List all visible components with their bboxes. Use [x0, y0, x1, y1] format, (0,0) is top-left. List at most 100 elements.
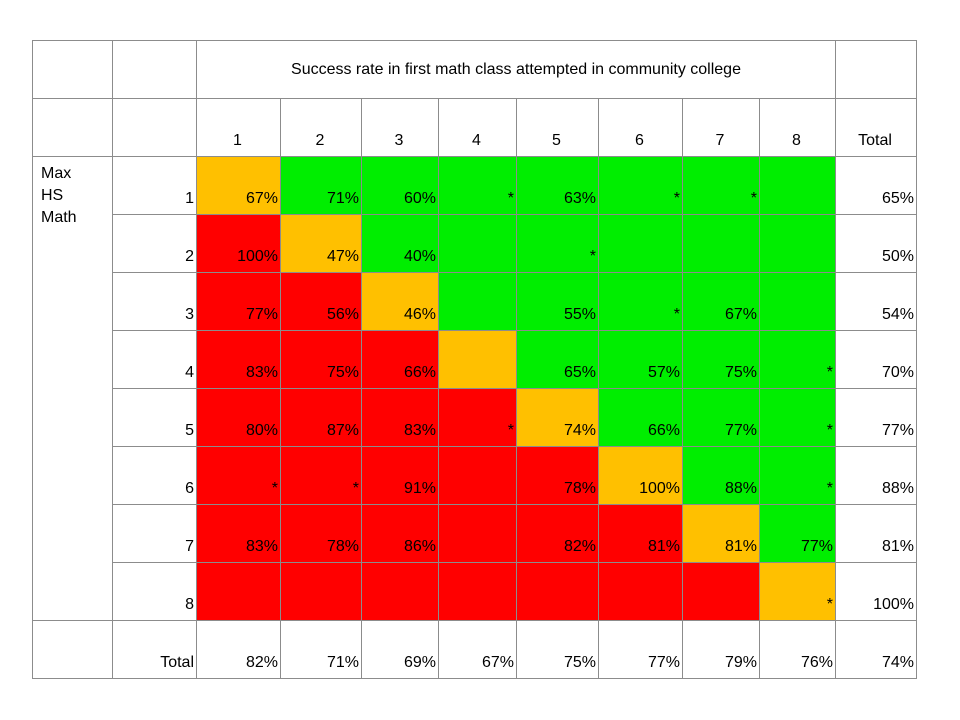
rate-cell: 77% — [196, 272, 281, 331]
rate-cell: 82% — [516, 504, 599, 563]
table-title: Success rate in first math class attempt… — [196, 40, 836, 99]
row-total-cell: 81% — [835, 504, 917, 563]
rate-cell: 100% — [196, 214, 281, 273]
rate-cell: 81% — [682, 504, 760, 563]
total-row-label: Total — [112, 620, 197, 679]
column-total-cell: 75% — [516, 620, 599, 679]
rate-cell: * — [682, 156, 760, 215]
rate-cell — [682, 214, 760, 273]
row-label: 4 — [112, 330, 197, 389]
column-total-cell: 77% — [598, 620, 683, 679]
table-row: Max HS Math 1 67% 71% 60% * 63% * * 65% — [32, 156, 917, 621]
rate-cell — [438, 504, 517, 563]
column-header: 3 — [361, 98, 439, 157]
rate-cell: * — [759, 446, 836, 505]
title-right-cell — [835, 40, 917, 99]
rate-cell — [598, 562, 683, 621]
table-row: 7 83% 78% 86% 82% 81% 81% 77% 81% — [33, 504, 917, 563]
rate-cell: 77% — [682, 388, 760, 447]
rate-cell: 66% — [361, 330, 439, 389]
rate-cell: 67% — [196, 156, 281, 215]
rate-cell: 46% — [361, 272, 439, 331]
rate-cell: * — [196, 446, 281, 505]
rate-cell — [759, 156, 836, 215]
table-row: 6 * * 91% 78% 100% 88% * 88% — [33, 446, 917, 505]
rate-cell: 67% — [682, 272, 760, 331]
total-row-blank — [32, 620, 113, 679]
rate-cell — [438, 272, 517, 331]
rate-cell: * — [516, 214, 599, 273]
row-total-cell: 100% — [835, 562, 917, 621]
rate-cell: 63% — [516, 156, 599, 215]
rate-cell: 75% — [280, 330, 362, 389]
column-header: 8 — [759, 98, 836, 157]
table-row: 8 * 100% — [33, 562, 917, 621]
column-header: 4 — [438, 98, 517, 157]
column-total-cell: 69% — [361, 620, 439, 679]
rate-cell — [516, 562, 599, 621]
rate-cell — [759, 214, 836, 273]
column-header: 2 — [280, 98, 362, 157]
rate-cell: 66% — [598, 388, 683, 447]
rate-cell — [438, 446, 517, 505]
rate-cell — [280, 562, 362, 621]
success-rate-table: Success rate in first math class attempt… — [32, 40, 917, 679]
rate-cell: * — [438, 388, 517, 447]
row-label: 7 — [112, 504, 197, 563]
column-header: Total — [835, 98, 917, 157]
column-header: 5 — [516, 98, 599, 157]
row-label: 5 — [112, 388, 197, 447]
row-label: 8 — [112, 562, 197, 621]
corner-cell — [112, 40, 197, 99]
rate-cell: 91% — [361, 446, 439, 505]
rate-cell: 57% — [598, 330, 683, 389]
corner-cell — [32, 98, 113, 157]
rate-cell: 80% — [196, 388, 281, 447]
column-total-cell: 67% — [438, 620, 517, 679]
table-row: 2 100% 47% 40% * 50% — [33, 214, 917, 273]
row-total-cell: 54% — [835, 272, 917, 331]
rate-cell: 100% — [598, 446, 683, 505]
rate-cell: 74% — [516, 388, 599, 447]
rate-cell — [438, 330, 517, 389]
row-total-cell: 77% — [835, 388, 917, 447]
rate-cell: * — [280, 446, 362, 505]
rate-cell: 40% — [361, 214, 439, 273]
rate-cell: 88% — [682, 446, 760, 505]
rate-cell: * — [598, 272, 683, 331]
rate-cell — [598, 214, 683, 273]
rate-cell: 47% — [280, 214, 362, 273]
rate-cell: * — [598, 156, 683, 215]
rate-cell — [682, 562, 760, 621]
rate-cell: 56% — [280, 272, 362, 331]
column-header-row: 1 2 3 4 5 6 7 8 Total — [32, 98, 917, 157]
column-header: 1 — [196, 98, 281, 157]
row-group-label-line: Math — [41, 209, 77, 226]
rate-cell: 87% — [280, 388, 362, 447]
row-label: 2 — [112, 214, 197, 273]
row-total-cell: 70% — [835, 330, 917, 389]
rate-cell — [361, 562, 439, 621]
row-group-label: Max HS Math — [32, 156, 113, 621]
corner-cell — [112, 98, 197, 157]
column-total-cell: 71% — [280, 620, 362, 679]
rate-cell: 77% — [759, 504, 836, 563]
rate-cell — [438, 562, 517, 621]
row-total-cell: 50% — [835, 214, 917, 273]
table-row: 5 80% 87% 83% * 74% 66% 77% * 77% — [33, 388, 917, 447]
rate-cell — [196, 562, 281, 621]
title-row: Success rate in first math class attempt… — [32, 40, 917, 99]
corner-cell — [32, 40, 113, 99]
rate-cell: 55% — [516, 272, 599, 331]
column-header: 7 — [682, 98, 760, 157]
rate-cell: 75% — [682, 330, 760, 389]
column-total-cell: 82% — [196, 620, 281, 679]
rate-cell: * — [759, 388, 836, 447]
rate-cell: 83% — [196, 504, 281, 563]
column-header: 6 — [598, 98, 683, 157]
rate-cell: 86% — [361, 504, 439, 563]
rate-cell: 83% — [196, 330, 281, 389]
total-row: Total 82% 71% 69% 67% 75% 77% 79% 76% 74% — [32, 620, 917, 679]
rate-cell: * — [759, 330, 836, 389]
table-row: 3 77% 56% 46% 55% * 67% 54% — [33, 272, 917, 331]
